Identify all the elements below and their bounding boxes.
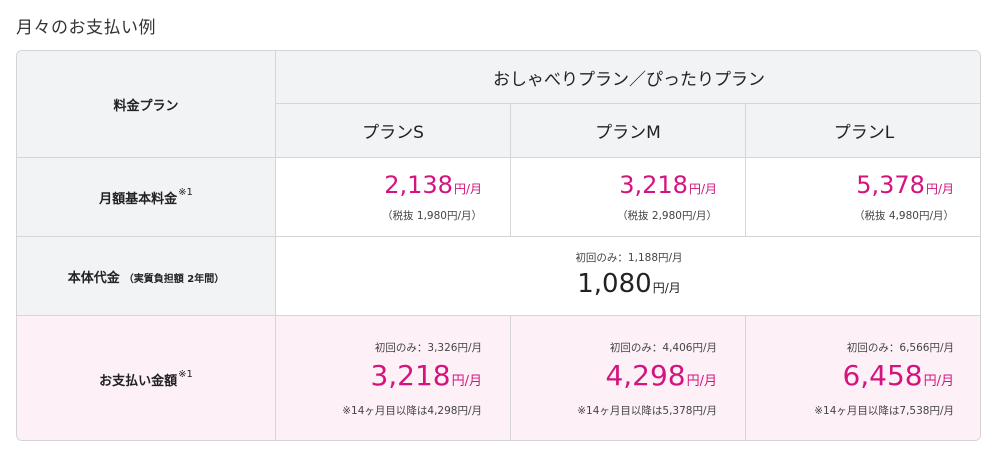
page-title: 月々のお支払い例 <box>16 18 156 38</box>
corner-label-cell: 料金プラン <box>17 51 276 158</box>
first-month-note: 初回のみ：4,406円/月 <box>609 342 717 354</box>
first-month-note: 初回のみ：1,188円/月 <box>575 252 683 264</box>
monthly-base-label-cell: 月額基本料金※1 <box>17 158 276 237</box>
plan-l-label: プランL <box>833 123 895 143</box>
monthly-base-label: 月額基本料金 <box>99 192 178 207</box>
device-price-label-cell: 本体代金 （実質負担額 2年間） <box>17 237 276 316</box>
plan-header-m: プランM <box>511 104 746 158</box>
group-header-label: おしゃべりプラン／ぴったりプラン <box>493 69 765 90</box>
plan-header-s: プランS <box>276 104 511 158</box>
price-amount: 3,218円/月 <box>619 171 717 199</box>
price-amount: 4,298円/月 <box>605 359 717 392</box>
monthly-base-s: 2,138円/月 （税抜 1,980円/月） <box>276 158 511 237</box>
price-amount: 1,080円/月 <box>577 269 681 299</box>
tax-excluded-note: （税抜 2,980円/月） <box>617 210 717 222</box>
price-amount: 6,458円/月 <box>842 359 954 392</box>
plan-s-label: プランS <box>362 123 424 143</box>
footnote-marker: ※1 <box>178 187 193 198</box>
device-price-label: 本体代金 <box>67 270 120 286</box>
price-amount: 2,138円/月 <box>384 171 482 199</box>
first-month-note: 初回のみ：6,566円/月 <box>846 342 954 354</box>
footnote-marker: ※1 <box>178 369 193 380</box>
payment-total-m: 初回のみ：4,406円/月 4,298円/月 ※14ヶ月目以降は5,378円/月 <box>511 316 746 440</box>
pricing-table: 料金プラン おしゃべりプラン／ぴったりプラン プランS プランM プランL 月額… <box>16 50 981 441</box>
device-price-sublabel: （実質負担額 2年間） <box>123 273 225 285</box>
tax-excluded-note: （税抜 4,980円/月） <box>854 210 954 222</box>
device-price-value: 初回のみ：1,188円/月 1,080円/月 <box>276 237 980 316</box>
later-month-note: ※14ヶ月目以降は4,298円/月 <box>342 405 482 417</box>
plan-header-l: プランL <box>746 104 980 158</box>
tax-excluded-note: （税抜 1,980円/月） <box>382 210 482 222</box>
payment-total-label-cell: お支払い金額※1 <box>17 316 276 440</box>
price-amount: 5,378円/月 <box>856 171 954 199</box>
group-header: おしゃべりプラン／ぴったりプラン <box>276 51 980 104</box>
later-month-note: ※14ヶ月目以降は7,538円/月 <box>814 405 954 417</box>
monthly-base-l: 5,378円/月 （税抜 4,980円/月） <box>746 158 980 237</box>
first-month-note: 初回のみ：3,326円/月 <box>374 342 482 354</box>
price-amount: 3,218円/月 <box>370 359 482 392</box>
later-month-note: ※14ヶ月目以降は5,378円/月 <box>577 405 717 417</box>
payment-total-s: 初回のみ：3,326円/月 3,218円/月 ※14ヶ月目以降は4,298円/月 <box>276 316 511 440</box>
payment-total-label: お支払い金額 <box>99 374 178 389</box>
payment-total-l: 初回のみ：6,566円/月 6,458円/月 ※14ヶ月目以降は7,538円/月 <box>746 316 980 440</box>
plan-m-label: プランM <box>595 123 661 143</box>
corner-label: 料金プラン <box>113 98 179 114</box>
monthly-base-m: 3,218円/月 （税抜 2,980円/月） <box>511 158 746 237</box>
